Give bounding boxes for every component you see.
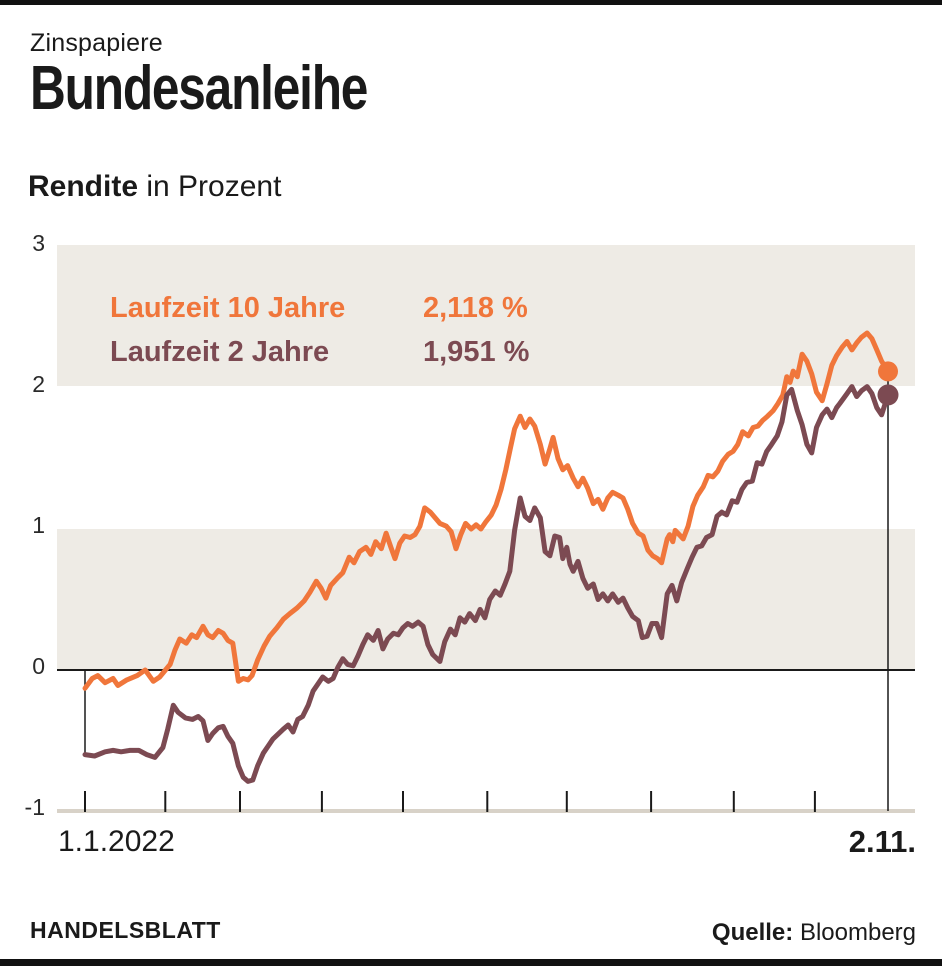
publisher-logo-text: HANDELSBLATT — [30, 917, 221, 943]
page-title: Bundesanleihe — [30, 54, 368, 123]
y-axis-label: 3 — [32, 230, 45, 256]
source-value: Bloomberg — [799, 919, 916, 946]
legend-row-2y: Laufzeit 2 Jahre 1,951 % — [110, 330, 529, 374]
bottom-rule-bar — [0, 959, 942, 966]
shaded-band-0-1 — [57, 529, 915, 670]
series-2y-endpoint-dot — [877, 384, 899, 406]
subtitle-rest: in Prozent — [138, 170, 282, 203]
series-2y-line — [82, 384, 891, 784]
chart-subtitle: Rendite in Prozent — [28, 170, 281, 204]
y-axis-label: 0 — [32, 653, 45, 679]
legend-label-2y: Laufzeit 2 Jahre — [110, 336, 330, 368]
kicker: Zinspapiere — [30, 29, 163, 57]
legend-row-10y: Laufzeit 10 Jahre 2,118 % — [110, 286, 529, 330]
y-axis-label: 1 — [32, 512, 45, 538]
x-axis-ticks — [84, 791, 816, 812]
source-credit: Quelle: Bloomberg — [712, 919, 916, 947]
subtitle-bold: Rendite — [28, 170, 139, 203]
x-axis-label-end: 2.11. — [849, 824, 916, 859]
top-rule-bar — [0, 0, 942, 5]
series-10y-endpoint-dot — [878, 361, 898, 382]
legend-value-10y: 2,118 % — [423, 292, 528, 324]
legend-label-10y: Laufzeit 10 Jahre — [110, 292, 346, 324]
series-10y-line — [82, 330, 891, 691]
y-axis-labels: 3 2 1 0 -1 — [25, 230, 45, 820]
x-axis-label-start: 1.1.2022 — [58, 825, 175, 858]
legend: Laufzeit 10 Jahre 2,118 % Laufzeit 2 Jah… — [110, 286, 529, 374]
y-axis-label: 2 — [32, 371, 45, 397]
legend-value-2y: 1,951 % — [423, 336, 530, 368]
shaded-band-2-3 — [57, 245, 915, 386]
source-label: Quelle: — [711, 919, 794, 946]
y-axis-label: -1 — [25, 794, 45, 820]
